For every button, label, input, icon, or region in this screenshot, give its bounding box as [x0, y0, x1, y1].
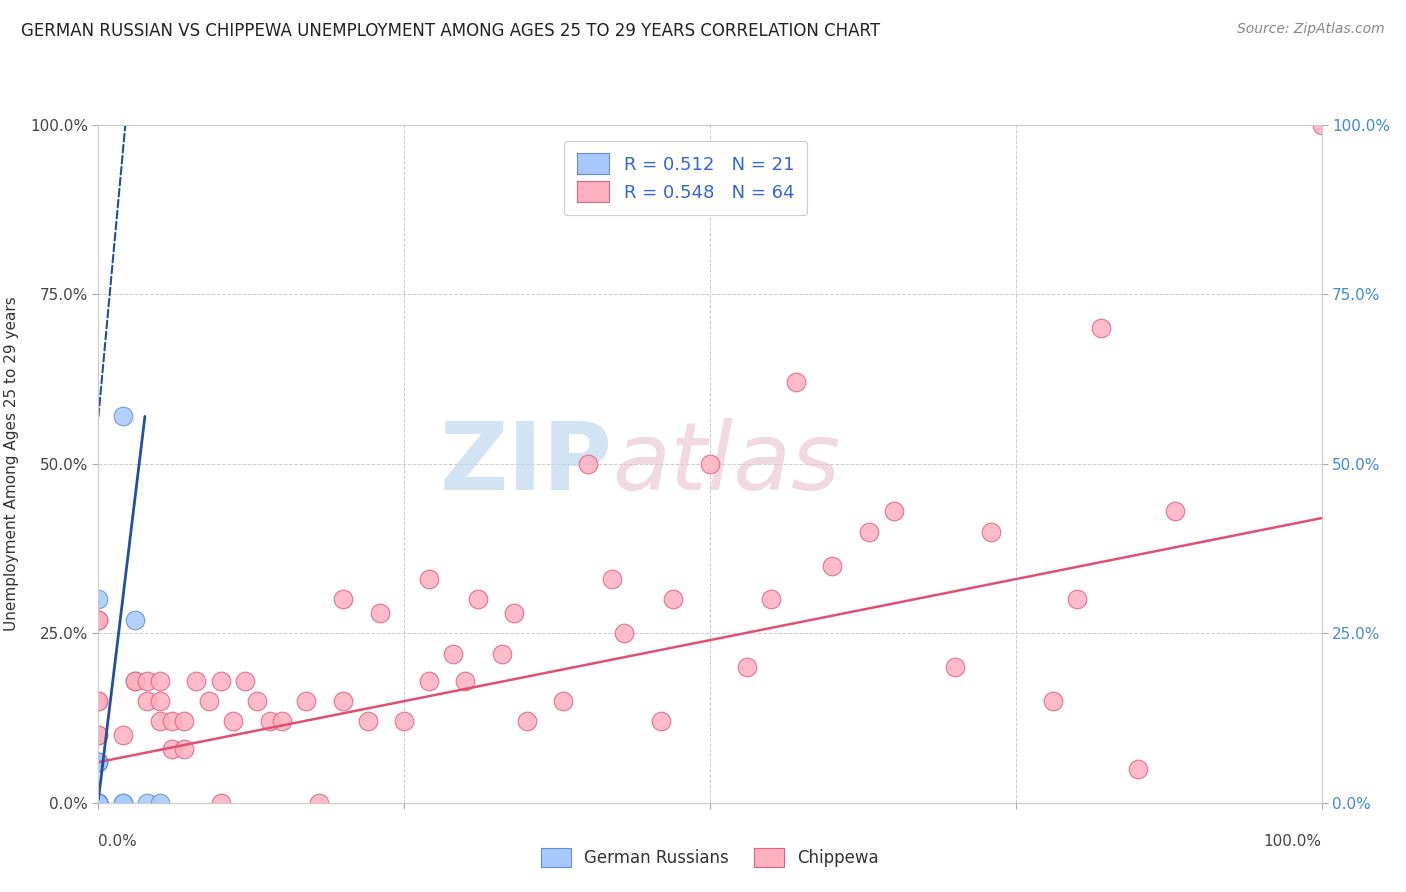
Point [149, 673, 172, 688]
Point [87, 796, 110, 810]
Point [1164, 504, 1187, 518]
Point [124, 673, 146, 688]
Point [883, 504, 905, 518]
Point [87, 796, 110, 810]
Point [87, 613, 110, 627]
Text: 0.0%: 0.0% [98, 834, 138, 849]
Point [576, 457, 599, 471]
Point [785, 376, 807, 390]
Point [392, 714, 416, 729]
Point [87, 796, 110, 810]
Point [246, 694, 269, 708]
Point [87, 796, 110, 810]
Point [295, 694, 318, 708]
Point [222, 714, 245, 729]
Point [980, 524, 1002, 539]
Point [149, 796, 172, 810]
Text: atlas: atlas [612, 418, 841, 509]
Point [136, 673, 159, 688]
Point [270, 714, 294, 729]
Point [613, 626, 636, 640]
Point [368, 606, 391, 620]
Point [149, 694, 172, 708]
Point [503, 606, 526, 620]
Point [173, 714, 195, 729]
Legend: German Russians, Chippewa: German Russians, Chippewa [533, 840, 887, 876]
Point [124, 613, 146, 627]
Point [197, 694, 219, 708]
Point [87, 796, 110, 810]
Point [441, 647, 464, 661]
Point [87, 694, 110, 708]
Point [87, 796, 110, 810]
Y-axis label: Unemployment Among Ages 25 to 29 years: Unemployment Among Ages 25 to 29 years [4, 296, 18, 632]
Point [467, 592, 489, 607]
Point [454, 673, 477, 688]
Point [259, 714, 281, 729]
Point [87, 796, 110, 810]
Point [1042, 694, 1064, 708]
Point [136, 796, 159, 810]
Point [1310, 118, 1333, 132]
Point [332, 592, 354, 607]
Point [418, 572, 440, 586]
Text: GERMAN RUSSIAN VS CHIPPEWA UNEMPLOYMENT AMONG AGES 25 TO 29 YEARS CORRELATION CH: GERMAN RUSSIAN VS CHIPPEWA UNEMPLOYMENT … [21, 22, 880, 40]
Point [87, 728, 110, 742]
Point [1066, 592, 1088, 607]
Point [943, 660, 966, 674]
Point [209, 796, 232, 810]
Point [160, 714, 183, 729]
Point [491, 647, 513, 661]
Point [87, 796, 110, 810]
Point [1128, 762, 1150, 776]
Point [87, 755, 110, 769]
Point [553, 694, 575, 708]
Point [149, 714, 172, 729]
Point [111, 796, 134, 810]
Point [821, 558, 844, 573]
Point [233, 673, 256, 688]
Point [418, 673, 440, 688]
Point [209, 673, 232, 688]
Point [87, 755, 110, 769]
Point [600, 572, 623, 586]
Point [87, 755, 110, 769]
Point [87, 796, 110, 810]
Point [111, 796, 134, 810]
Point [160, 741, 183, 756]
Point [858, 524, 880, 539]
Point [515, 714, 537, 729]
Point [308, 796, 330, 810]
Point [650, 714, 672, 729]
Point [111, 728, 134, 742]
Point [87, 613, 110, 627]
Point [111, 409, 134, 424]
Point [87, 728, 110, 742]
Point [186, 673, 208, 688]
Point [87, 694, 110, 708]
Text: 100.0%: 100.0% [1264, 834, 1322, 849]
Point [87, 592, 110, 607]
Point [332, 694, 354, 708]
Point [136, 694, 159, 708]
Point [87, 796, 110, 810]
Point [1090, 321, 1112, 335]
Point [173, 741, 195, 756]
Text: ZIP: ZIP [439, 417, 612, 510]
Point [699, 457, 721, 471]
Point [735, 660, 758, 674]
Point [356, 714, 378, 729]
Point [87, 796, 110, 810]
Point [87, 796, 110, 810]
Point [124, 673, 146, 688]
Point [761, 592, 783, 607]
Text: Source: ZipAtlas.com: Source: ZipAtlas.com [1237, 22, 1385, 37]
Point [662, 592, 685, 607]
